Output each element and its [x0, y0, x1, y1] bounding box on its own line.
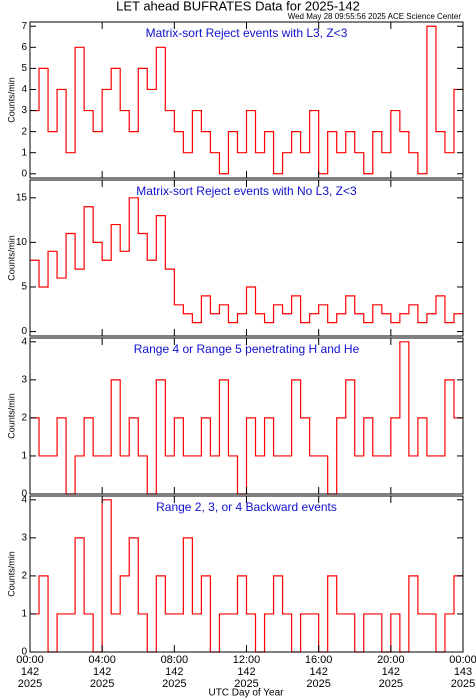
- y-axis-label: Counts/min: [6, 77, 16, 123]
- y-tick-label: 1: [21, 451, 27, 462]
- y-axis-label: Counts/min: [6, 235, 16, 281]
- x-tick-label: 00:00 142 2025: [16, 654, 44, 690]
- y-tick-label: 1: [21, 147, 27, 158]
- y-tick-label: 0: [21, 647, 27, 658]
- y-tick-label: 0: [21, 168, 27, 179]
- x-tick-label: 16:00 142 2025: [304, 654, 333, 690]
- y-tick-label: 3: [21, 374, 27, 385]
- data-line: [30, 499, 463, 653]
- y-tick-label: 4: [21, 336, 27, 347]
- panel-title: Matrix-sort Reject events with No L3, Z<…: [136, 184, 357, 198]
- panel-title: Range 2, 3, or 4 Backward events: [156, 500, 337, 514]
- y-tick-label: 15: [16, 192, 28, 203]
- y-axis-label: Counts/min: [6, 393, 16, 439]
- y-tick-label: 1: [21, 609, 27, 620]
- data-line: [30, 25, 463, 175]
- x-tick-label: 00:00 143 2025: [449, 654, 476, 690]
- panel-frame: [29, 21, 464, 179]
- y-tick-label: 5: [21, 63, 27, 74]
- data-line: [30, 197, 463, 324]
- panel-title: Matrix-sort Reject events with L3, Z<3: [146, 26, 348, 40]
- y-tick-label: 10: [16, 237, 28, 248]
- y-tick-label: 2: [21, 413, 27, 424]
- y-tick-label: 2: [21, 126, 27, 137]
- page-title: LET ahead BUFRATES Data for 2025-142: [116, 0, 360, 13]
- x-tick-label: 04:00 142 2025: [88, 654, 116, 690]
- y-tick-label: 0: [21, 489, 27, 500]
- x-tick-label: 20:00 142 2025: [377, 654, 405, 690]
- y-tick-label: 5: [21, 282, 27, 293]
- panel-frame: [29, 495, 464, 653]
- x-tick-label: 08:00 142 2025: [160, 654, 189, 690]
- x-axis-label: UTC Day of Year: [208, 688, 284, 699]
- y-tick-label: 3: [21, 532, 27, 543]
- y-tick-label: 7: [21, 21, 27, 32]
- timestamp: Wed May 28 09:55:56 2025 ACE Science Cen…: [288, 12, 462, 21]
- x-tick-label: 12:00 142 2025: [232, 654, 261, 690]
- panel-title: Range 4 or Range 5 penetrating H and He: [134, 342, 360, 356]
- y-tick-label: 2: [21, 571, 27, 582]
- y-tick-label: 0: [21, 326, 27, 337]
- data-line: [30, 341, 463, 495]
- y-tick-label: 4: [21, 84, 27, 95]
- y-tick-label: 3: [21, 105, 27, 116]
- y-tick-label: 6: [21, 42, 27, 53]
- y-axis-label: Counts/min: [6, 551, 16, 597]
- y-tick-label: 4: [21, 494, 27, 505]
